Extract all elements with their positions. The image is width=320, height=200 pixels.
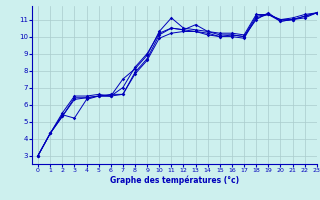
X-axis label: Graphe des températures (°c): Graphe des températures (°c) [110,176,239,185]
